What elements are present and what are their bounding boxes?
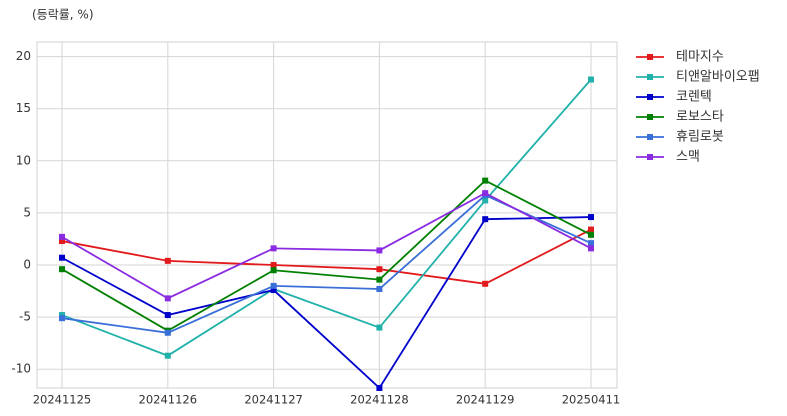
data-point xyxy=(164,295,171,302)
data-point xyxy=(270,262,277,269)
legend-label: 코렌텍 xyxy=(676,90,712,105)
data-point xyxy=(270,245,277,252)
data-point xyxy=(588,226,594,233)
data-point xyxy=(376,276,383,283)
legend-marker xyxy=(647,134,653,140)
plot-area xyxy=(36,41,618,389)
data-point xyxy=(164,312,171,319)
series-line xyxy=(61,192,592,300)
data-point xyxy=(376,324,383,331)
y-tick-label: 15 xyxy=(16,101,31,115)
data-point xyxy=(164,329,171,336)
x-tick-label: 20241125 xyxy=(33,393,92,407)
legend-marker xyxy=(647,94,653,100)
data-point xyxy=(588,231,594,238)
legend-marker xyxy=(647,54,653,60)
legend-marker xyxy=(647,74,653,80)
data-point xyxy=(376,285,383,292)
data-point xyxy=(59,312,65,319)
data-point xyxy=(164,352,171,359)
data-point xyxy=(164,257,171,264)
data-point xyxy=(482,190,489,197)
series-line xyxy=(61,216,592,390)
data-point xyxy=(59,254,65,261)
data-point xyxy=(59,233,65,240)
data-point xyxy=(376,266,383,273)
legend-label: 티앤알바이오팹 xyxy=(676,70,760,85)
series-line xyxy=(61,78,592,357)
y-tick-label: 5 xyxy=(23,205,31,219)
data-point xyxy=(270,267,277,274)
data-point xyxy=(588,245,594,252)
x-tick-label: 20241127 xyxy=(244,393,303,407)
y-tick-label: 0 xyxy=(23,258,31,272)
legend-label: 스맥 xyxy=(676,150,700,165)
legend-marker xyxy=(647,114,653,120)
data-point xyxy=(376,247,383,254)
data-point xyxy=(482,280,489,287)
data-point xyxy=(588,240,594,247)
series-line xyxy=(61,179,592,332)
data-point xyxy=(482,197,489,204)
data-point xyxy=(59,315,65,322)
y-tick-label: -10 xyxy=(11,362,31,376)
data-point xyxy=(376,385,383,391)
legend-label: 테마지수 xyxy=(676,50,724,65)
data-point xyxy=(270,282,277,289)
data-point xyxy=(482,216,489,223)
y-tick-label: -5 xyxy=(19,310,31,324)
x-tick-label: 20241126 xyxy=(139,393,198,407)
legend-label: 로보스타 xyxy=(676,110,724,125)
legend-marker xyxy=(647,154,653,160)
unit-label: (등락률, %) xyxy=(32,8,94,22)
x-tick-label: 20241129 xyxy=(456,393,515,407)
data-point xyxy=(270,287,277,294)
y-tick-label: 20 xyxy=(16,49,31,63)
data-point xyxy=(482,177,489,184)
x-tick-label: 20250411 xyxy=(562,393,621,407)
data-point xyxy=(59,238,65,245)
data-point xyxy=(588,76,594,83)
y-tick-label: 10 xyxy=(16,153,31,167)
series-line xyxy=(61,228,592,285)
data-point xyxy=(59,266,65,273)
legend-label: 휴림로봇 xyxy=(676,130,724,145)
x-tick-label: 20241128 xyxy=(350,393,409,407)
data-point xyxy=(588,214,594,221)
